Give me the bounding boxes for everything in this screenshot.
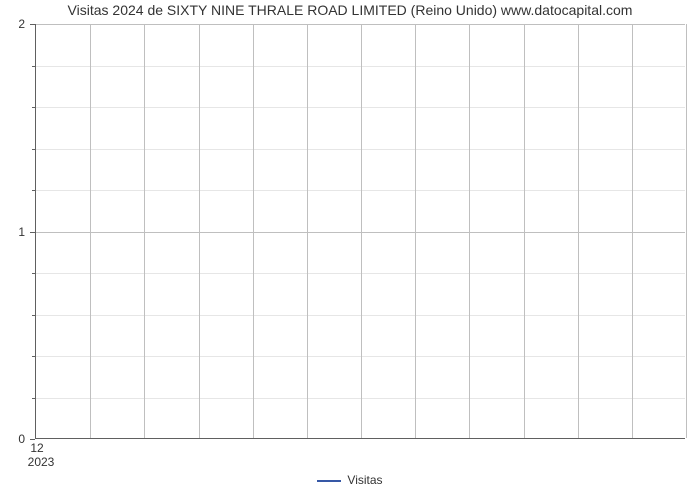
plot-area [35,24,685,439]
x-tick-month: 12 [30,441,43,455]
legend-line-icon [317,480,341,482]
legend: Visitas [0,473,700,487]
y-tick-label: 2 [0,17,25,31]
y-tick-label: 1 [0,225,25,239]
legend-label: Visitas [347,473,382,487]
chart-title: Visitas 2024 de SIXTY NINE THRALE ROAD L… [0,2,700,18]
y-tick-label: 0 [0,432,25,446]
x-tick-year: 2023 [28,455,55,469]
chart-container: Visitas 2024 de SIXTY NINE THRALE ROAD L… [0,0,700,500]
